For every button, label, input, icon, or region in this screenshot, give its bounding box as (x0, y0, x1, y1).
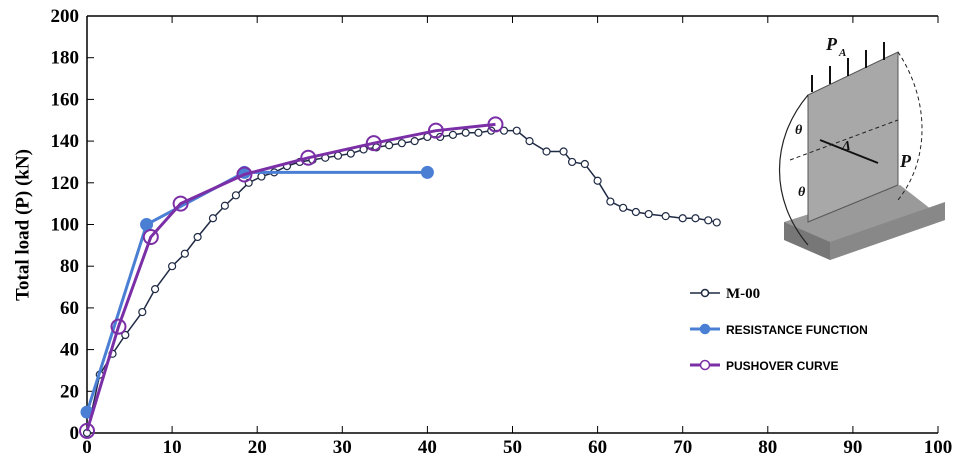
data-point (427, 122, 444, 139)
data-point (461, 128, 470, 137)
inset-label: P (825, 34, 838, 54)
y-tick-label: 160 (51, 89, 80, 110)
data-point (593, 176, 602, 185)
y-tick-label: 200 (51, 6, 80, 27)
data-point (208, 214, 218, 223)
legend-marker (699, 323, 711, 335)
y-tick-label: 20 (60, 381, 79, 402)
y-tick-label: 0 (70, 423, 80, 444)
inset-label: P (899, 151, 912, 171)
data-point (150, 285, 160, 294)
y-axis-label: Total load (P) (kN) (12, 149, 33, 301)
y-tick-label: 100 (51, 215, 80, 236)
series-line (86, 129, 717, 434)
data-point (142, 229, 159, 246)
inset-label: θ (795, 123, 803, 138)
inset-label: θ (798, 185, 806, 200)
legend-marker (699, 359, 711, 371)
data-point (712, 218, 721, 227)
data-point (678, 214, 687, 223)
data-point (231, 191, 241, 200)
series-line (85, 170, 428, 413)
x-tick-label: 60 (588, 437, 607, 458)
legend-label: PUSHOVER CURVE (726, 359, 838, 373)
data-point (180, 249, 189, 258)
x-tick-label: 100 (924, 437, 953, 458)
x-tick-label: 20 (248, 437, 267, 458)
data-point (619, 203, 628, 212)
x-tick-label: 90 (843, 437, 862, 458)
data-point (542, 147, 551, 156)
data-point (644, 209, 653, 219)
y-tick-label: 40 (60, 340, 79, 361)
data-point (236, 166, 253, 183)
x-tick-label: 50 (503, 437, 522, 458)
x-tick-label: 0 (82, 437, 92, 458)
data-point (525, 137, 534, 146)
data-point (110, 318, 127, 335)
data-point (661, 212, 670, 221)
x-tick-label: 10 (163, 437, 182, 458)
data-point (474, 128, 483, 137)
data-point (499, 126, 509, 135)
y-tick-label: 80 (60, 256, 79, 277)
data-point (220, 201, 229, 210)
data-point (567, 157, 577, 167)
data-point (410, 137, 419, 146)
x-tick-label: 40 (418, 437, 437, 458)
data-point (138, 307, 147, 317)
data-point (140, 218, 154, 231)
y-tick-label: 180 (51, 48, 80, 69)
y-tick-label: 140 (51, 131, 80, 152)
data-point (580, 159, 589, 169)
data-point (172, 195, 189, 212)
data-point (397, 139, 406, 148)
data-point (365, 135, 382, 152)
data-point (606, 197, 615, 206)
y-tick-label: 120 (51, 173, 80, 194)
legend-marker (700, 288, 710, 298)
data-point (346, 149, 355, 158)
data-point (512, 126, 521, 135)
y-tick-label: 60 (60, 298, 79, 319)
legend-label: RESISTANCE FUNCTION (726, 323, 868, 337)
legend-label: M-00 (726, 286, 760, 302)
data-point (559, 147, 568, 156)
data-point (333, 151, 343, 160)
data-point (487, 116, 504, 133)
inset-diagram (778, 42, 945, 260)
series-line (85, 122, 496, 432)
data-point (79, 422, 95, 439)
data-point (385, 141, 394, 150)
data-point (631, 207, 640, 217)
x-tick-label: 80 (758, 437, 777, 458)
data-point (121, 330, 130, 340)
data-point (300, 149, 317, 166)
data-point (257, 172, 266, 181)
data-point (193, 232, 202, 242)
inset-label: Δ (841, 139, 851, 154)
data-point (704, 216, 713, 225)
inset-label: A (838, 47, 846, 59)
x-tick-label: 30 (333, 437, 352, 458)
data-point (168, 262, 177, 271)
x-tick-label: 70 (673, 437, 692, 458)
data-point (420, 165, 434, 179)
data-point (448, 130, 458, 139)
data-point (691, 214, 700, 223)
